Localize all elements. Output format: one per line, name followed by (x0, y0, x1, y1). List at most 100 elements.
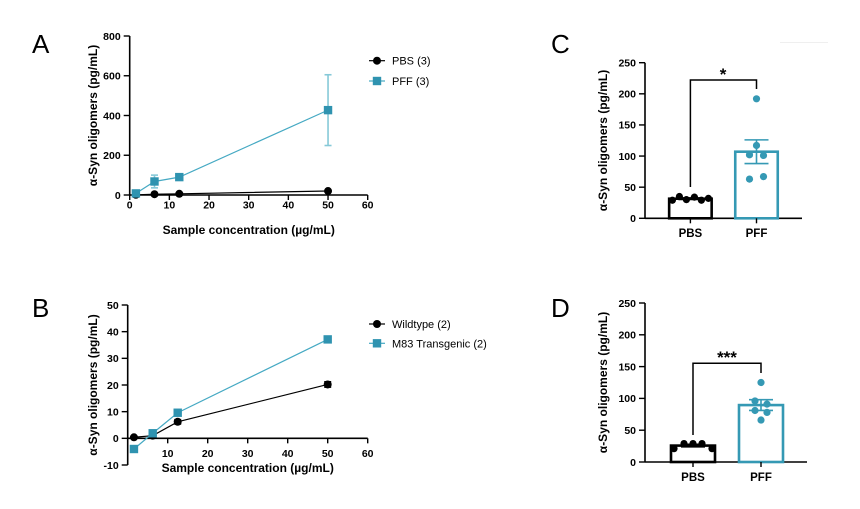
panel-d-data-point (708, 445, 716, 453)
legend-label: M83 Transgenic (2) (392, 338, 487, 350)
panel-d-data-point (763, 400, 771, 408)
panel-a-ytick-label: 600 (103, 71, 121, 83)
panel-a-series-0-point (324, 187, 333, 196)
panel-d-ytick-label: 50 (624, 425, 636, 437)
panel-d-group-pff: PFF (737, 378, 785, 484)
panel-b: B -10 0 10 20 30 40 50 α-Syn oligomers (pg/mL) 10… (32, 293, 487, 475)
panel-c-data-point (759, 172, 768, 181)
legend-marker-icon (373, 56, 381, 65)
panel-b-xtick-label: 60 (362, 448, 374, 460)
panel-d-ytick-label: 150 (618, 361, 636, 373)
panel-a-xtick-label: 30 (243, 200, 255, 212)
panel-c-data-point (752, 141, 761, 150)
panel-d-data-point (751, 397, 759, 405)
panel-b-series-1-point (129, 444, 139, 454)
faint-divider (780, 42, 828, 43)
panel-b-xtick-label: 50 (322, 448, 334, 460)
legend-marker-icon (372, 339, 382, 348)
panel-b-legend-item: M83 Transgenic (2) (369, 338, 487, 350)
panel-a-xtick-label: 0 (127, 200, 133, 212)
panel-d-category-label: PFF (750, 472, 772, 484)
panel-c-group-pff: PFF (733, 95, 780, 240)
panel-c-data-point (759, 151, 768, 160)
panel-a-xtick-label: 60 (362, 200, 374, 212)
panel-b-ytick-label: 40 (107, 326, 119, 338)
panel-d-data-point (689, 439, 697, 448)
panel-c: C 0 50 100 150 200 250 α-Syn oligomers (pg/mL) P… (551, 29, 802, 240)
panel-b-y-axis-title: α-Syn oligomers (pg/mL) (86, 314, 100, 455)
panel-d-ytick-label: 100 (618, 393, 636, 405)
panel-b-series-1-line (133, 338, 328, 450)
panel-c-ytick-label: 100 (618, 151, 636, 163)
panel-d-significance-bracket (692, 362, 762, 435)
panel-b-series-1-point (173, 408, 182, 417)
panel-a-ytick-label: 0 (115, 190, 121, 202)
panel-d-y-axis-title: α-Syn oligomers (pg/mL) (596, 312, 610, 453)
panel-label: D (551, 293, 570, 323)
panel-b-xtick-label: 20 (202, 448, 214, 460)
panel-c-significance-label: * (720, 65, 727, 84)
panel-a-series-0-point (150, 190, 159, 199)
panel-a-series-1-point (323, 105, 333, 115)
panel-c-data-point (682, 196, 691, 204)
panel-b-series-0-line (133, 383, 328, 438)
panel-b-xtick-label: 30 (242, 448, 254, 460)
panel-b-xtick-label: 10 (162, 448, 174, 460)
legend-marker-icon (373, 320, 381, 328)
panel-b-series-1-point (148, 429, 157, 438)
panel-c-category-label: PBS (679, 228, 703, 240)
panel-a-xtick-label: 10 (164, 200, 176, 212)
panel-d-data-point (670, 445, 678, 453)
panel-label: B (32, 293, 49, 323)
legend-label: Wildtype (2) (392, 319, 451, 331)
panel-c-data-point (704, 194, 713, 202)
panel-a-series-1-point (131, 189, 141, 198)
panel-b-ytick-label: 50 (107, 300, 119, 312)
panel-b-series-1-point (323, 335, 332, 344)
panel-a-ytick-label: 200 (103, 150, 121, 162)
panel-c-data-point (745, 151, 754, 159)
panel-label: A (32, 29, 50, 59)
panel-d-bar (737, 403, 785, 464)
panel-a-series-1-point (175, 172, 184, 182)
panel-c-ytick-label: 150 (618, 120, 636, 132)
panel-c-data-point (675, 192, 684, 201)
panel-c-ytick-label: 50 (624, 182, 636, 194)
panel-b-ytick-label: -10 (104, 460, 119, 472)
panel-c-data-point (668, 196, 677, 204)
panel-d-data-point (757, 378, 765, 387)
panel-a-xtick-label: 40 (283, 200, 295, 212)
panel-c-data-point (745, 175, 754, 183)
panel-a-series-0-point (175, 189, 184, 198)
panel-c-ytick-label: 250 (618, 58, 636, 70)
panel-c-group-pbs: PBS (667, 192, 713, 240)
legend-label: PBS (3) (392, 56, 431, 68)
legend-label: PFF (3) (392, 76, 429, 88)
panel-c-data-point (690, 193, 699, 201)
panel-d-data-point (763, 408, 771, 416)
panel-a-xtick-label: 50 (322, 200, 334, 212)
panel-c-ytick-label: 200 (618, 89, 636, 101)
panel-d: D 0 50 100 150 200 250 α-Syn oligomers (pg/mL) P… (551, 293, 807, 484)
panel-d-data-point (757, 416, 765, 424)
panel-b-series-0-point (323, 380, 332, 389)
panel-a-xtick-label: 20 (203, 200, 215, 212)
panel-d-data-point (680, 439, 688, 448)
panel-a-ytick-label: 400 (103, 110, 121, 122)
panel-d-category-label: PBS (681, 472, 705, 484)
panel-d-data-point (698, 439, 706, 448)
panel-d-data-point (751, 406, 759, 415)
panel-b-ytick-label: 20 (107, 380, 119, 392)
panel-c-data-point (752, 95, 761, 103)
panel-c-significance-bracket (689, 79, 758, 187)
panel-a-legend-item: PBS (3) (369, 56, 431, 68)
panel-a-series-1-line (135, 109, 329, 194)
panel-b-ytick-label: 10 (107, 406, 119, 418)
panel-d-ytick-label: 0 (630, 457, 636, 469)
panel-b-series-0-point (173, 417, 182, 426)
panel-a-ytick-label: 800 (103, 31, 121, 43)
panel-a-legend-item: PFF (3) (369, 76, 429, 88)
panel-a-x-axis-title: Sample concentration (µg/mL) (163, 223, 335, 237)
panel-d-ytick-label: 250 (618, 298, 636, 310)
